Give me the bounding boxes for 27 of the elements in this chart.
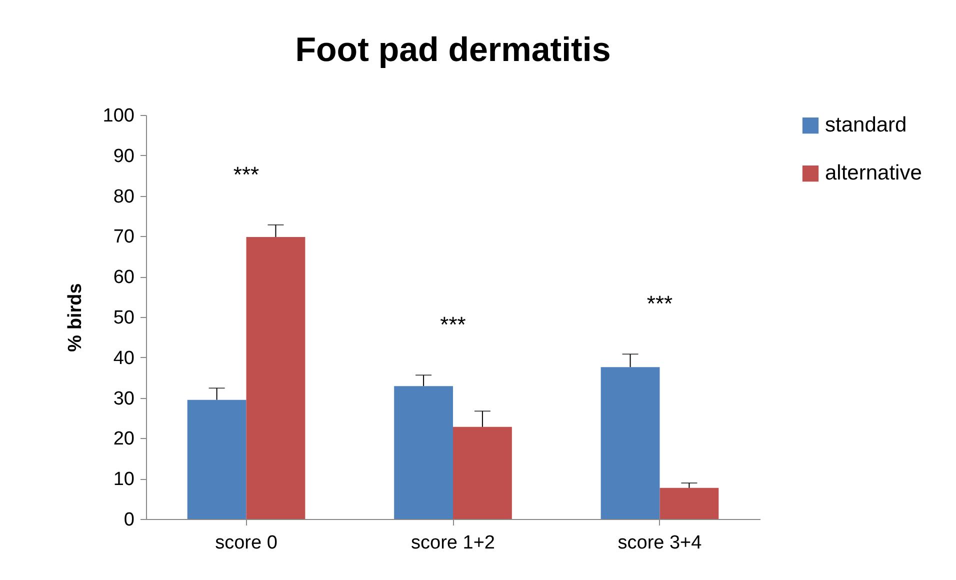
bar	[187, 400, 246, 519]
bar	[453, 426, 512, 519]
bar	[246, 237, 306, 519]
y-tick-label: 50	[113, 308, 134, 328]
x-tick-label: score 0	[215, 532, 278, 554]
legend-label: alternative	[825, 162, 922, 184]
y-tick-label: 30	[113, 388, 134, 410]
y-tick-label: 0	[124, 510, 134, 530]
y-tick-label: 90	[113, 146, 134, 167]
y-tick-label: 60	[113, 267, 134, 288]
y-tick-label: 80	[113, 186, 134, 208]
y-tick-label: 40	[113, 348, 134, 369]
y-tick-label: 100	[102, 106, 134, 126]
y-tick-label: 70	[113, 226, 134, 248]
chart-title: Foot pad dermatitis	[295, 31, 611, 69]
y-tick-label: 10	[113, 469, 134, 490]
y-axis-title: % birds	[64, 283, 86, 352]
x-tick-label: score 1+2	[411, 532, 495, 554]
annotation: ***	[233, 162, 260, 187]
bar	[600, 367, 660, 519]
annotation: ***	[646, 291, 674, 316]
annotation: ***	[440, 312, 466, 338]
bar	[660, 488, 719, 519]
bar	[394, 386, 453, 519]
x-tick-label: score 3+4	[618, 532, 702, 554]
legend-label: standard	[825, 114, 907, 136]
y-tick-label: 20	[113, 428, 134, 450]
